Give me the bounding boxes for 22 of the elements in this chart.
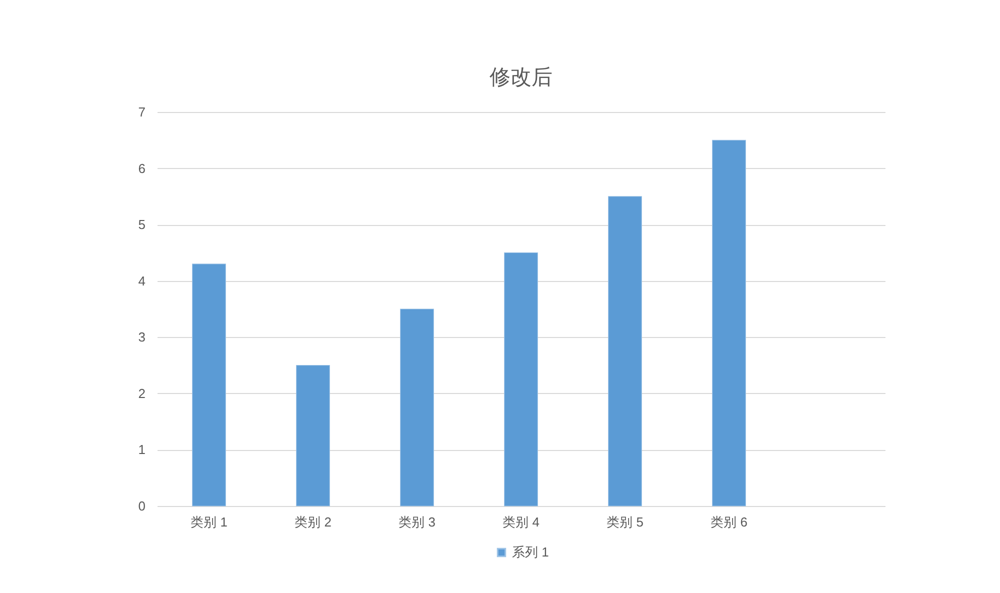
x-tick-label: 类别 1: [190, 514, 228, 530]
y-tick-label: 4: [138, 273, 146, 288]
bar: [712, 140, 746, 506]
x-tick-label: 类别 5: [606, 514, 644, 530]
y-tick-label: 5: [138, 217, 146, 232]
y-tick-label: 1: [138, 442, 146, 458]
y-tick-label: 0: [138, 498, 146, 514]
x-tick-label: 类别 2: [294, 514, 332, 530]
x-tick-label: 类别 6: [710, 514, 748, 530]
bar: [192, 264, 226, 506]
chart-title: 修改后: [490, 66, 552, 89]
y-tick-label: 2: [138, 386, 146, 401]
bar: [504, 252, 538, 506]
bar: [296, 364, 330, 506]
x-tick-label: 类别 4: [502, 514, 540, 530]
bar: [400, 308, 434, 506]
bar: [608, 196, 642, 506]
legend-label: 系列 1: [512, 544, 549, 560]
y-tick-label: 3: [138, 330, 146, 345]
y-tick-label: 7: [138, 104, 146, 120]
x-tick-label: 类别 3: [398, 514, 436, 530]
y-tick-label: 6: [138, 160, 146, 176]
